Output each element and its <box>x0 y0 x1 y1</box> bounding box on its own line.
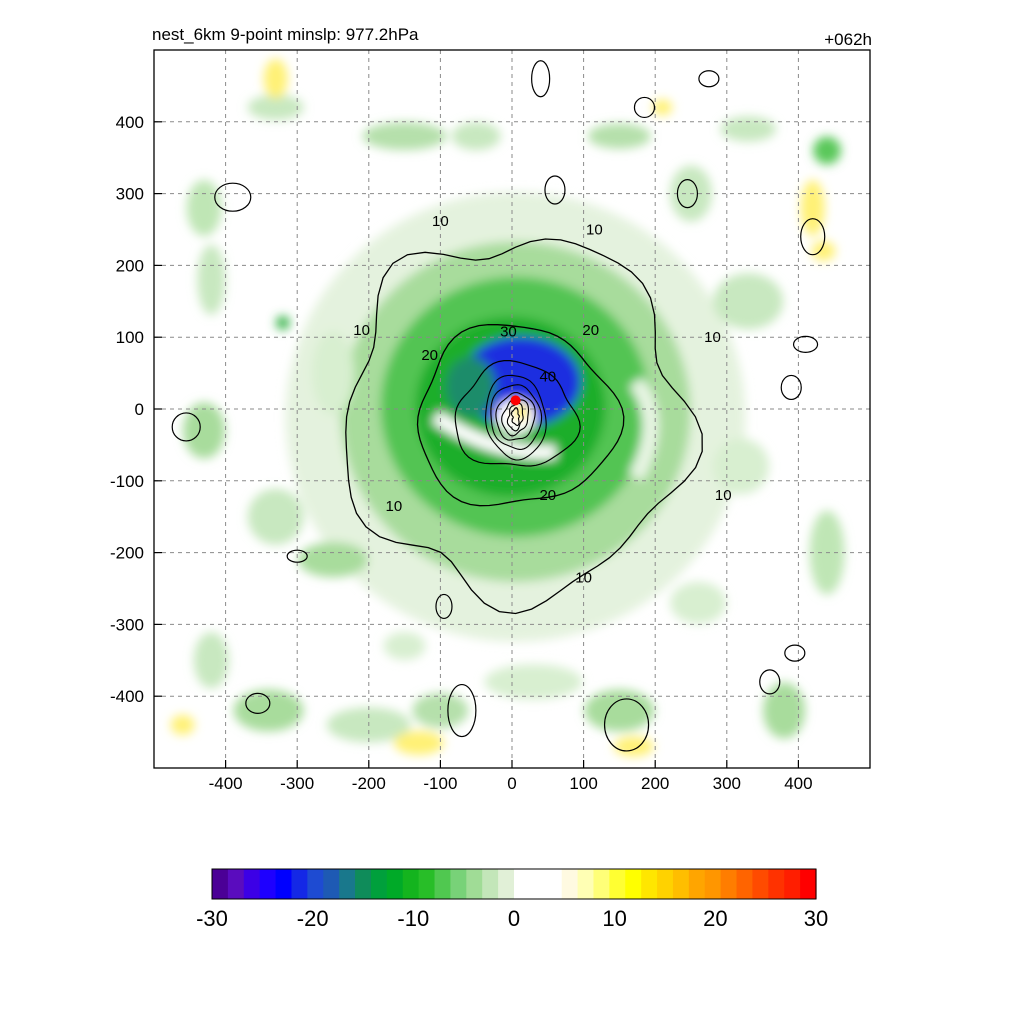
colorbar-swatch <box>370 869 388 899</box>
plot-area: 10 10 10 10 10 10 10 20 20 20 30 40 <box>154 50 870 768</box>
y-tick-label: 400 <box>116 113 144 132</box>
colorbar-tick-label: 10 <box>602 906 626 931</box>
colorbar-swatch <box>688 869 706 899</box>
wind-shading <box>170 58 845 757</box>
x-tick-label: 100 <box>569 774 597 793</box>
colorbar-swatch <box>386 869 404 899</box>
y-tick-label: -100 <box>110 472 144 491</box>
y-tick-label: 100 <box>116 328 144 347</box>
colorbar-swatch <box>545 869 563 899</box>
colorbar-swatch <box>561 869 579 899</box>
colorbar-swatch <box>784 869 801 899</box>
colorbar-swatch <box>402 869 420 899</box>
y-tick-label: -300 <box>110 615 144 634</box>
colorbar-tick-label: -30 <box>196 906 228 931</box>
colorbar-swatch <box>323 869 340 899</box>
colorbar-tick-label: -20 <box>297 906 329 931</box>
contour-labels: 10 10 10 10 10 10 10 20 20 20 30 40 <box>353 213 732 587</box>
colorbar-tick-label: 0 <box>508 906 520 931</box>
colorbar-swatch <box>672 869 690 899</box>
colorbar-swatch <box>450 869 467 899</box>
y-tick-label: 300 <box>116 185 144 204</box>
colorbar-swatch <box>227 869 245 899</box>
colorbar-swatch <box>720 869 738 899</box>
contour-label: 10 <box>353 322 370 339</box>
colorbar-swatch <box>355 869 372 899</box>
colorbar <box>211 868 817 900</box>
colorbar-tick-label: 20 <box>703 906 727 931</box>
y-tick-label: -200 <box>110 544 144 563</box>
colorbar-swatch <box>418 869 436 899</box>
x-tick-label: 200 <box>641 774 669 793</box>
colorbar-swatch <box>529 869 547 899</box>
colorbar-swatch <box>498 869 515 899</box>
x-tick-label: -300 <box>280 774 314 793</box>
colorbar-swatch <box>275 869 293 899</box>
colorbar-swatch <box>291 869 308 899</box>
colorbar-swatch <box>593 869 610 899</box>
contour-label: 10 <box>715 487 732 504</box>
colorbar-swatch <box>434 869 452 899</box>
colorbar-swatch <box>482 869 499 899</box>
colorbar-swatch <box>657 869 674 899</box>
x-tick-label: 300 <box>713 774 741 793</box>
x-tick-label: -100 <box>423 774 457 793</box>
y-tick-label: 200 <box>116 256 144 275</box>
colorbar-swatch <box>704 869 722 899</box>
y-axis: 400 300 200 100 0 -100 -200 -300 -400 <box>110 113 162 706</box>
colorbar-swatch <box>625 869 642 899</box>
x-tick-label: -400 <box>209 774 243 793</box>
y-tick-label: 0 <box>135 400 144 419</box>
colorbar-swatch <box>339 869 356 899</box>
forecast-hour-label: +062h <box>824 30 872 49</box>
contour-label: 30 <box>500 323 517 340</box>
y-tick-label: -400 <box>110 687 144 706</box>
colorbar-ticks: -30 -20 -10 0 10 20 30 <box>196 906 828 931</box>
contour-label: 10 <box>704 329 721 346</box>
colorbar-swatch <box>514 869 531 899</box>
colorbar-swatch <box>800 869 817 899</box>
x-tick-label: 0 <box>507 774 516 793</box>
colorbar-swatch <box>736 869 754 899</box>
contour-label: 20 <box>421 347 438 364</box>
x-tick-label: -200 <box>352 774 386 793</box>
contour-label: 10 <box>432 213 449 230</box>
colorbar-swatch <box>609 869 626 899</box>
colorbar-swatch <box>307 869 324 899</box>
contour-label: 20 <box>539 487 556 504</box>
colorbar-tick-label: 30 <box>804 906 828 931</box>
colorbar-swatch <box>768 869 785 899</box>
x-axis: -400 -300 -200 -100 0 100 200 300 400 <box>209 760 813 793</box>
plot-title: nest_6km 9-point minslp: 977.2hPa <box>152 25 419 44</box>
colorbar-swatch <box>243 869 261 899</box>
contour-label: 40 <box>539 369 556 386</box>
colorbar-swatch <box>641 869 658 899</box>
colorbar-swatch <box>212 869 229 899</box>
contour-label: 20 <box>582 322 599 339</box>
colorbar-swatch <box>577 869 595 899</box>
colorbar-swatch <box>752 869 769 899</box>
storm-center-marker <box>510 395 521 406</box>
x-tick-label: 400 <box>784 774 812 793</box>
colorbar-swatch <box>259 869 277 899</box>
contour-label: 10 <box>386 498 403 515</box>
contour-label: 10 <box>575 570 592 587</box>
colorbar-tick-label: -10 <box>397 906 429 931</box>
colorbar-swatch <box>466 869 483 899</box>
contour-label: 10 <box>586 222 603 239</box>
contour-lines <box>171 60 826 752</box>
